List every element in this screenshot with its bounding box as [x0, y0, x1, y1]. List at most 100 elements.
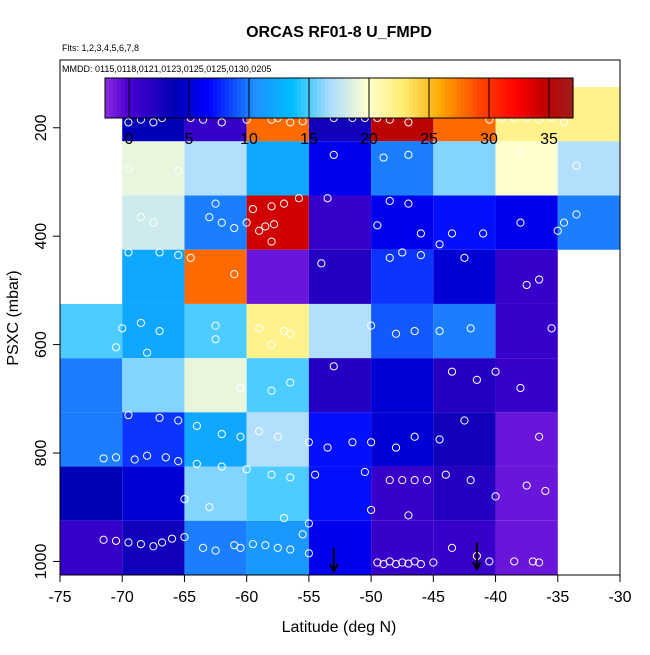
x-tick-label: -55 — [297, 589, 320, 606]
colorbar-tick-label: 20 — [360, 131, 378, 148]
observation-point — [404, 150, 413, 159]
colorbar-swatch — [333, 78, 338, 118]
observation-points — [99, 113, 581, 569]
colorbar-swatch — [153, 78, 158, 118]
heatmap-cell — [246, 466, 309, 521]
observation-point — [373, 558, 382, 567]
observation-point — [447, 543, 457, 552]
colorbar-swatch — [533, 78, 538, 118]
colorbar-swatch — [405, 78, 410, 118]
colorbar-swatch — [553, 78, 558, 118]
colorbar-swatch — [569, 78, 574, 118]
colorbar-swatch — [173, 78, 178, 118]
observation-point — [367, 321, 376, 330]
observation-point — [186, 253, 195, 262]
heatmap-cell — [246, 520, 309, 575]
colorbar-swatch — [373, 78, 378, 118]
observation-point — [192, 459, 201, 468]
observation-point — [199, 543, 208, 552]
observation-point — [211, 199, 220, 208]
heatmap-cell — [60, 466, 123, 521]
y-tick-label: 800 — [33, 440, 50, 467]
heatmap-cell — [122, 303, 185, 359]
observation-point — [261, 222, 270, 231]
observation-point — [155, 326, 164, 336]
colorbar-swatch — [293, 78, 298, 118]
observation-point — [136, 213, 145, 222]
observation-point — [124, 164, 133, 173]
colorbar-swatch — [225, 78, 230, 118]
heatmap-cell — [246, 141, 309, 196]
heatmap-cell — [371, 466, 434, 521]
observation-point — [236, 383, 245, 393]
colorbar-swatch — [125, 78, 130, 118]
colorbar-swatch — [317, 78, 322, 118]
observation-point — [373, 221, 382, 230]
observation-point — [379, 153, 388, 162]
heatmap-cell — [184, 466, 247, 521]
colorbar-swatch — [453, 78, 458, 118]
observation-point — [466, 324, 475, 333]
colorbar-tick-label: 25 — [420, 131, 438, 148]
colorbar-swatch — [457, 78, 462, 118]
heatmap-cell — [433, 466, 496, 521]
colorbar-swatch — [305, 78, 310, 118]
colorbar-swatch — [345, 78, 350, 118]
colorbar: 0 5 10 15 20 25 30 35 — [104, 77, 574, 148]
observation-point — [157, 538, 167, 547]
observation-point — [267, 340, 276, 349]
observation-point — [317, 259, 326, 268]
observation-point — [155, 413, 164, 422]
x-tick-label: -75 — [48, 589, 71, 606]
observation-point — [535, 558, 544, 567]
colorbar-swatch — [233, 78, 238, 118]
colorbar-swatch — [269, 78, 274, 118]
observation-point — [435, 435, 444, 444]
x-tick-label: -30 — [608, 589, 631, 606]
colorbar-swatch — [381, 78, 386, 118]
colorbar-swatch — [521, 78, 526, 118]
colorbar-swatch — [377, 78, 382, 118]
chart-title: ORCAS RF01-8 U_FMPD — [246, 24, 432, 41]
observation-point — [404, 511, 413, 520]
observation-point — [423, 476, 432, 485]
colorbar-swatch — [417, 78, 422, 118]
heatmap-cell — [122, 358, 185, 413]
heatmap-cell — [371, 412, 434, 467]
y-axis: 200 400 600 800 1000 — [33, 114, 61, 579]
x-tick-label: -50 — [360, 589, 383, 606]
heatmap-cell — [433, 303, 496, 359]
colorbar-swatch — [337, 78, 342, 118]
colorbar-swatch — [353, 78, 358, 118]
observation-point — [460, 416, 469, 425]
observation-point — [547, 324, 556, 333]
colorbar-swatch — [497, 78, 502, 118]
observation-point — [217, 118, 226, 127]
colorbar-swatch — [133, 78, 138, 118]
colorbar-swatch — [385, 78, 390, 118]
observation-point — [255, 427, 264, 436]
observation-point — [149, 118, 158, 127]
observation-point — [205, 213, 214, 222]
observation-point — [174, 167, 183, 176]
colorbar-swatch — [221, 78, 226, 118]
heatmap-cell — [246, 249, 309, 304]
arrow-head — [328, 563, 339, 574]
colorbar-swatch — [525, 78, 530, 118]
colorbar-swatch — [469, 78, 474, 118]
observation-point — [294, 194, 304, 203]
colorbar-swatch — [105, 78, 110, 118]
observation-point — [559, 218, 569, 227]
observation-point — [410, 432, 419, 441]
heatmap-cell — [371, 520, 434, 575]
heatmap-cell — [308, 195, 372, 250]
colorbar-swatch — [537, 78, 542, 118]
colorbar-swatch — [277, 78, 282, 118]
heatmap-cell — [371, 141, 434, 196]
colorbar-tick-label: 30 — [480, 131, 498, 148]
observation-point — [360, 467, 369, 477]
heatmap-cell — [495, 141, 558, 196]
observation-point — [522, 280, 531, 290]
observation-point — [180, 532, 189, 542]
